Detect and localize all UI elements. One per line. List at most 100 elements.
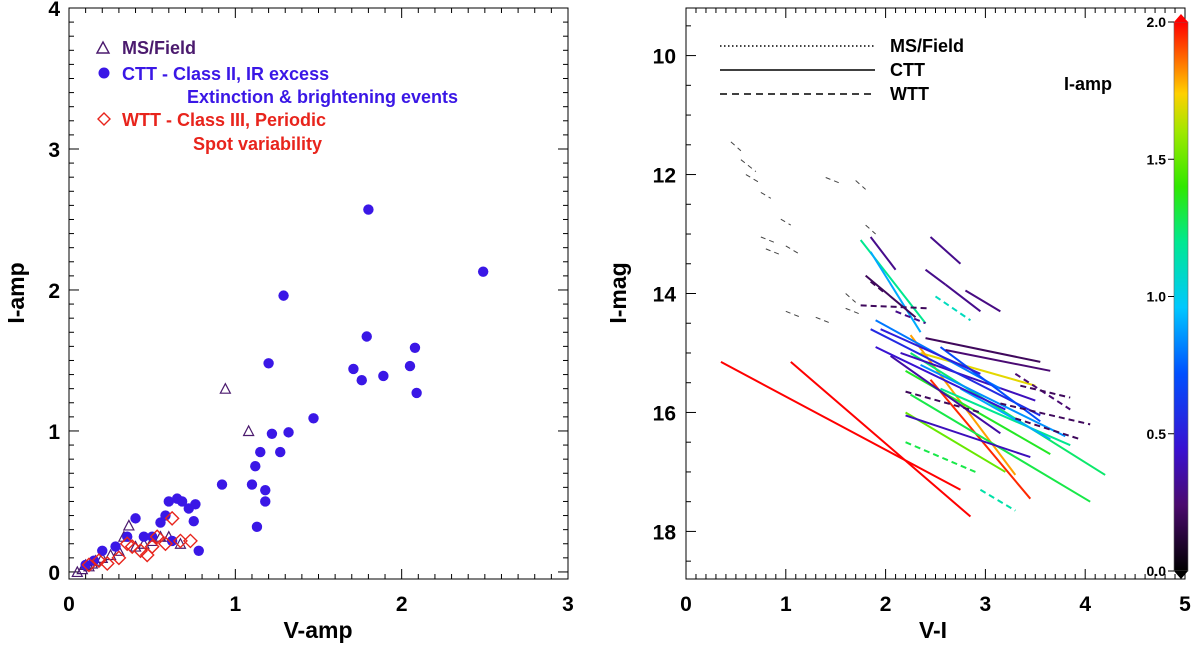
track-segment: [945, 349, 1051, 372]
legend-label-ctt-right: CTT: [890, 60, 925, 80]
left-x-tick-label: 3: [562, 593, 574, 616]
track-segment: [730, 141, 742, 152]
track-segment: [870, 280, 887, 295]
wtt-point: [81, 557, 97, 573]
right-y-tick-label: 18: [653, 521, 677, 544]
track-segment: [944, 283, 982, 313]
wtt-point: [133, 543, 149, 559]
ctt-point: [190, 499, 201, 510]
track-segment: [785, 310, 801, 318]
ctt-point: [361, 331, 372, 342]
ctt-point: [260, 496, 271, 507]
track-segment: [924, 268, 947, 286]
colorbar-bottom-arrow: [1174, 571, 1188, 579]
right-legend: MS/Field CTT WTT: [720, 36, 964, 104]
ctt-point: [138, 531, 150, 542]
legend-label-ms-field-right: MS/Field: [890, 36, 964, 56]
ctt-point: [188, 515, 199, 527]
wtt-point: [99, 556, 115, 571]
track-segment: [880, 328, 981, 375]
ctt-point: [80, 559, 91, 571]
ms-field-point: [122, 519, 135, 531]
track-segment: [910, 393, 1091, 503]
legend-label-extinction: Extinction & brightening events: [187, 87, 458, 107]
track-segment: [869, 236, 897, 271]
track-segment: [869, 251, 922, 333]
legend-label-wtt-right: WTT: [890, 84, 929, 104]
left-y-tick-label: 2: [48, 280, 60, 303]
track-segment: [864, 274, 917, 319]
wtt-point: [124, 539, 140, 555]
track-segment: [780, 218, 792, 226]
ctt-point: [251, 521, 263, 533]
track-segment: [900, 352, 1036, 402]
wtt-point: [157, 536, 173, 552]
ctt-point: [255, 446, 266, 458]
track-segment: [905, 414, 1031, 459]
track-segment: [920, 352, 1036, 387]
track-segment: [860, 304, 931, 310]
colorbar-ticks: 0.0 0.5 1.0 1.5 2.0: [1147, 14, 1174, 579]
colorbar-top-arrow: [1174, 14, 1188, 22]
ctt-point: [110, 541, 121, 552]
track-segment: [720, 361, 961, 491]
ms-field-point: [71, 565, 84, 578]
left-x-axis-label: V-amp: [283, 617, 352, 643]
track-segment: [934, 295, 971, 322]
ctt-point: [160, 510, 171, 521]
track-segment: [845, 307, 861, 315]
track-segment: [929, 236, 962, 265]
track-segment: [875, 346, 1006, 411]
track-segment: [845, 293, 856, 303]
right-x-axis-label: V-I: [919, 617, 947, 643]
ctt-point: [283, 427, 294, 438]
legend-label-ms-field: MS/Field: [122, 38, 196, 58]
track-segment: [979, 488, 1016, 512]
track-segment: [920, 363, 1066, 438]
track-segment: [765, 248, 781, 256]
ctt-point: [146, 531, 158, 542]
ctt-point: [348, 363, 359, 375]
track-segment: [790, 361, 972, 518]
left-y-tick-label: 3: [48, 139, 60, 162]
right-y-tick-label: 12: [653, 165, 676, 188]
track-segment: [760, 191, 772, 199]
ctt-point: [477, 266, 489, 277]
track-segment: [959, 387, 1051, 441]
colorbar-tick-label: 1.5: [1147, 151, 1167, 167]
ctt-point: [176, 496, 188, 507]
ctt-point: [356, 375, 367, 386]
track-segment: [895, 310, 926, 325]
right-y-tick-label: 16: [653, 402, 676, 425]
ctt-point: [97, 545, 108, 557]
ctt-point: [278, 290, 289, 301]
right-data-segments: [720, 141, 1106, 518]
left-x-tick-label: 2: [396, 593, 408, 616]
colorbar-tick-label: 1.0: [1147, 289, 1167, 305]
colorbar-label: I-amp: [1064, 74, 1112, 94]
right-x-tick-label: 3: [980, 593, 992, 616]
wtt-point: [111, 550, 127, 566]
ctt-point: [193, 545, 204, 557]
left-y-tick-label: 4: [48, 0, 60, 21]
left-y-tick-label: 1: [48, 421, 60, 444]
track-segment: [964, 289, 1001, 313]
ctt-point: [404, 360, 416, 372]
left-x-tick-label: 1: [229, 593, 241, 616]
ctt-point: [409, 342, 421, 353]
colorbar-tick-label: 0.5: [1147, 426, 1167, 442]
left-data-points: [71, 204, 489, 578]
legend-dot-marker: [98, 67, 110, 79]
track-segment: [815, 316, 831, 324]
legend-diamond-marker: [97, 112, 111, 126]
track-segment: [890, 355, 1001, 435]
right-x-tick-label: 0: [680, 593, 692, 616]
track-segment: [740, 159, 757, 172]
ms-field-point: [242, 424, 255, 437]
legend-label-spot: Spot variability: [193, 134, 322, 154]
track-segment: [925, 337, 1041, 363]
left-y-tick-label: 0: [48, 562, 60, 585]
wtt-point: [144, 539, 160, 555]
ctt-point: [378, 370, 389, 382]
